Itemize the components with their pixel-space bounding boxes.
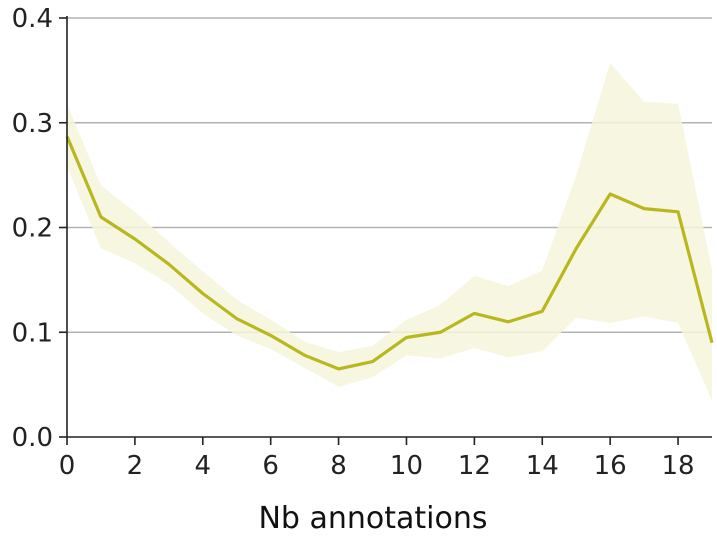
series-line-layer: [65, 135, 714, 371]
y-tick-label-1: 0.1: [12, 318, 53, 348]
x-tick-label-0: 0: [59, 451, 76, 481]
x-tick-label-9: 18: [662, 451, 695, 481]
x-tick-label-4: 8: [330, 451, 347, 481]
x-tick-label-3: 6: [262, 451, 279, 481]
y-tick-label-4: 0.4: [12, 4, 53, 34]
x-axis-title: Nb annotations: [258, 501, 487, 536]
x-tick-label-2: 4: [195, 451, 212, 481]
x-tick-label-8: 16: [594, 451, 627, 481]
y-tick-label-3: 0.3: [12, 109, 53, 139]
axes: 0.0 0.1 0.2 0.3 0.4 0 2 4 6 8 10 12 14 16 18: [12, 4, 712, 481]
confidence-band: [67, 63, 712, 401]
confidence-band-layer: [67, 63, 712, 401]
y-tick-label-0: 0.0: [12, 423, 53, 453]
x-tick-label-6: 12: [458, 451, 491, 481]
y-tick-label-2: 0.2: [12, 214, 53, 244]
x-tick-label-1: 2: [127, 451, 144, 481]
x-tick-label-7: 14: [526, 451, 559, 481]
series-line: [65, 135, 714, 371]
x-tick-label-5: 10: [390, 451, 423, 481]
